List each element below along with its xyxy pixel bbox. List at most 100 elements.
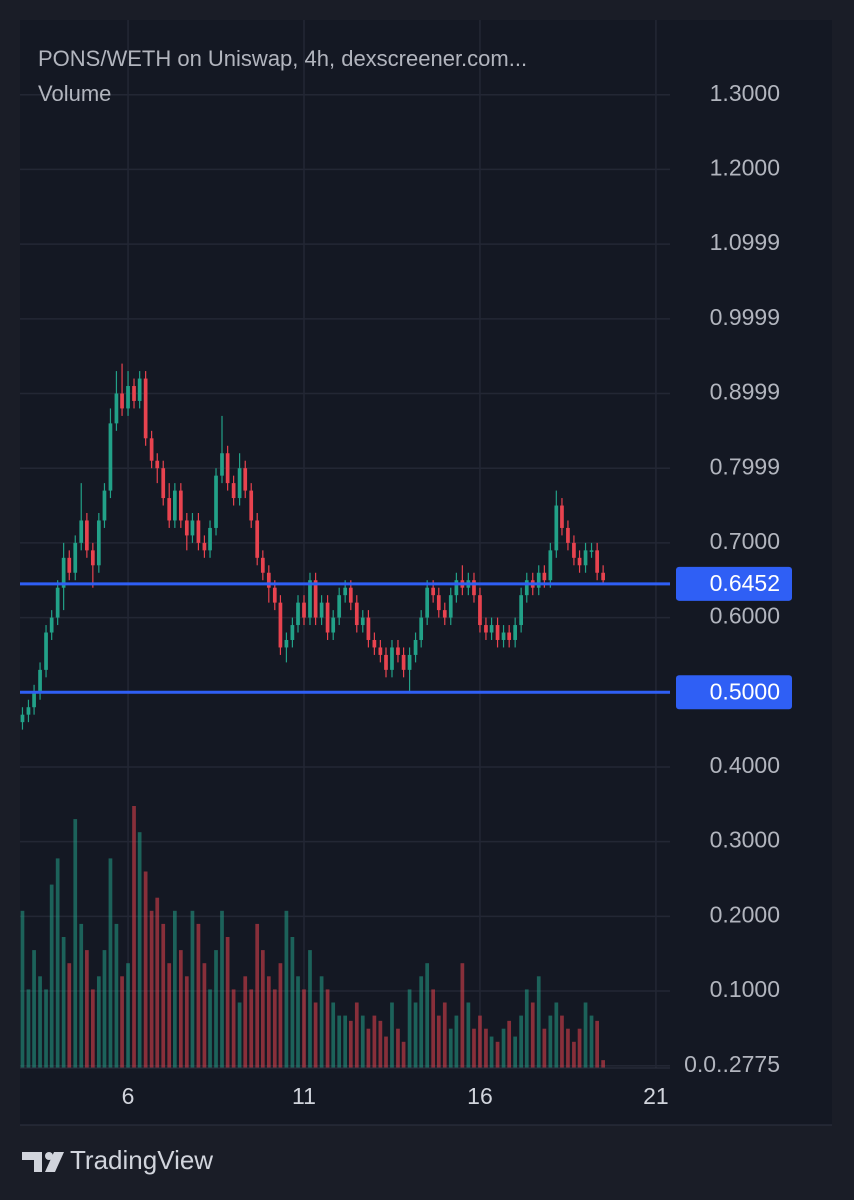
candle-body xyxy=(348,587,353,603)
volume-bar xyxy=(243,976,248,1068)
candle-body xyxy=(354,602,359,626)
candle-body xyxy=(331,617,336,633)
volume-bar xyxy=(161,923,166,1068)
candle-body xyxy=(49,617,54,633)
candle-body xyxy=(560,505,564,528)
volume-bar xyxy=(190,910,195,1068)
volume-bar xyxy=(407,989,412,1068)
volume-bar xyxy=(542,1028,547,1068)
candle-body xyxy=(202,542,207,551)
candle-body xyxy=(583,550,588,566)
logo-shape xyxy=(22,1152,42,1172)
candle-body xyxy=(108,423,113,491)
volume-bar xyxy=(495,1041,500,1068)
volume-bar xyxy=(431,989,436,1068)
volume-bar xyxy=(167,963,172,1068)
candle-body xyxy=(161,468,166,499)
price-label: 0.5000 xyxy=(710,678,780,704)
candle-body xyxy=(208,527,212,551)
candle-body xyxy=(566,527,570,543)
volume-bar xyxy=(255,923,260,1068)
x-tick-label: 21 xyxy=(643,1083,669,1109)
volume-bar xyxy=(484,1028,488,1068)
volume-bar xyxy=(519,1015,523,1068)
candle-body xyxy=(114,393,119,424)
candle-body xyxy=(442,610,447,618)
candle-body xyxy=(419,617,424,640)
volume-bar xyxy=(325,989,330,1068)
candle-body xyxy=(360,617,365,626)
candle-body xyxy=(448,595,453,618)
candle-body xyxy=(266,572,271,588)
volume-bar xyxy=(513,1036,518,1068)
volume-bar xyxy=(61,937,66,1068)
candle-body xyxy=(26,707,31,715)
brand-logo xyxy=(22,1152,64,1172)
volume-bar xyxy=(396,1028,400,1068)
volume-bar xyxy=(137,832,142,1068)
volume-bar xyxy=(583,1002,588,1068)
candle-body xyxy=(290,625,295,640)
candle-body xyxy=(319,602,324,618)
candle-body xyxy=(372,639,377,648)
volume-bar xyxy=(524,989,529,1068)
volume-bar xyxy=(348,1020,353,1068)
candle-body xyxy=(572,542,576,558)
candle-body xyxy=(190,520,195,536)
logo-dot xyxy=(45,1152,53,1160)
volume-bar xyxy=(79,923,84,1068)
price-label: 0.6452 xyxy=(710,570,780,596)
candle-body xyxy=(308,580,312,618)
candle-body xyxy=(67,557,72,573)
candle-body xyxy=(132,386,136,401)
volume-bar xyxy=(308,950,312,1068)
volume-bar xyxy=(560,1015,564,1068)
candle-body xyxy=(278,602,283,648)
volume-bar xyxy=(390,1002,394,1068)
volume-bar xyxy=(220,910,224,1068)
volume-bar xyxy=(90,989,95,1068)
candle-body xyxy=(577,557,582,566)
volume-bar xyxy=(178,950,183,1068)
candle-body xyxy=(272,587,277,603)
candle-body xyxy=(243,468,248,491)
volume-bar xyxy=(366,1028,371,1068)
logo-slash xyxy=(45,1152,64,1172)
volume-bar xyxy=(55,858,60,1068)
volume-bar xyxy=(67,963,72,1068)
candle-body xyxy=(260,557,265,573)
candle-body xyxy=(155,460,160,469)
volume-bar xyxy=(360,1015,365,1068)
volume-bar xyxy=(266,976,271,1068)
volume-bar xyxy=(530,1002,535,1068)
candle-body xyxy=(255,520,260,558)
volume-bar xyxy=(478,1015,482,1068)
candle-body xyxy=(519,595,523,626)
volume-bar xyxy=(472,1028,476,1068)
volume-bar xyxy=(20,910,25,1068)
candle-body xyxy=(495,625,500,640)
candle-body xyxy=(396,647,400,655)
volume-bar xyxy=(202,963,207,1068)
candle-body xyxy=(79,520,84,543)
x-tick-label: 11 xyxy=(292,1083,316,1109)
volume-bar xyxy=(601,1060,605,1068)
volume-label: Volume xyxy=(38,81,111,106)
candle-body xyxy=(225,453,230,484)
volume-bar xyxy=(172,910,177,1068)
candle-body xyxy=(313,580,318,618)
candle-body xyxy=(231,483,236,499)
candle-body xyxy=(413,639,418,655)
candle-body xyxy=(178,490,183,521)
volume-bar xyxy=(413,1002,418,1068)
candle-body xyxy=(237,468,242,499)
y-tick-label: 0.0..2775 xyxy=(684,1051,780,1077)
candle-body xyxy=(96,520,101,566)
candle-body xyxy=(601,572,605,581)
volume-bar xyxy=(214,950,218,1068)
volume-bar xyxy=(120,976,124,1068)
volume-bar xyxy=(354,1002,359,1068)
volume-bar xyxy=(460,963,465,1068)
candle-body xyxy=(524,580,529,596)
